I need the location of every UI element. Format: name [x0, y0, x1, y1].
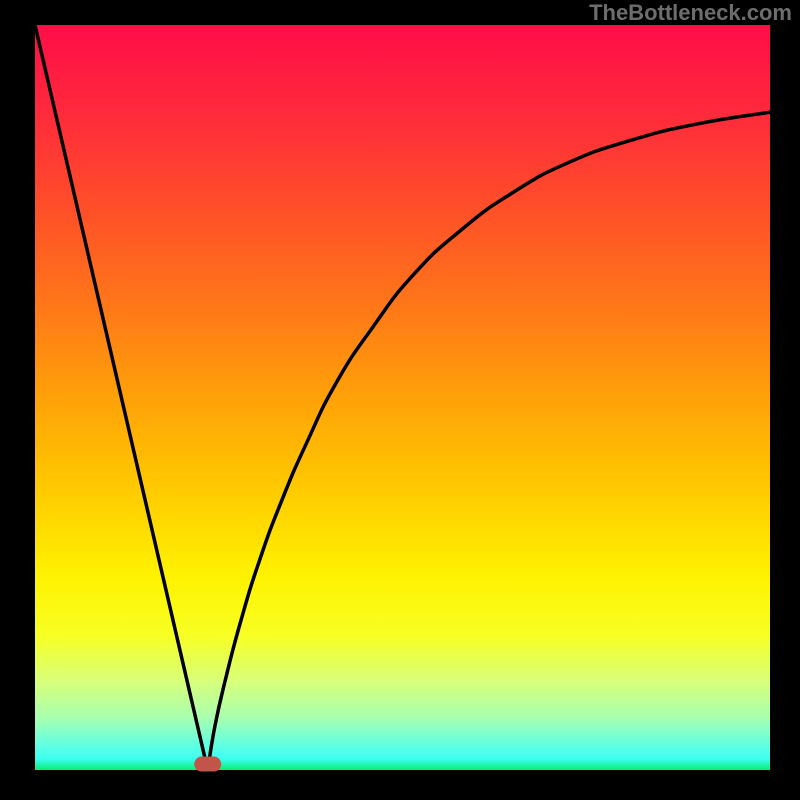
plot-background	[35, 25, 770, 770]
watermark-text: TheBottleneck.com	[589, 0, 792, 26]
chart-stage: TheBottleneck.com	[0, 0, 800, 800]
plot-svg	[0, 0, 800, 800]
vertex-marker	[195, 757, 221, 771]
